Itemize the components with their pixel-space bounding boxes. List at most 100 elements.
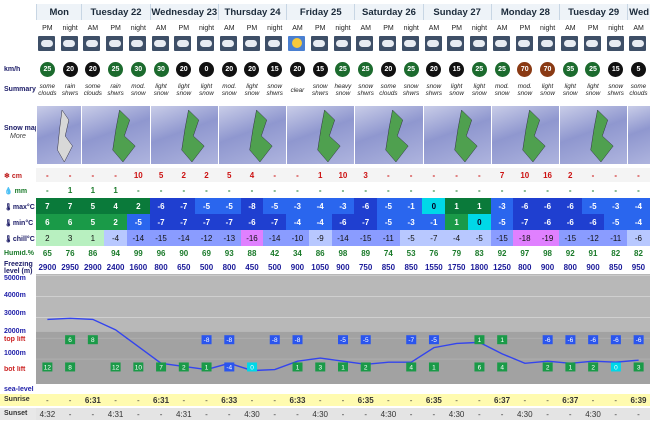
snow-cm-cell: - [286,168,309,182]
weather-icon [106,36,124,51]
chart-temp-box [633,362,644,372]
freezing-level-cell: 2900 [38,262,57,272]
snow-map-thumbnail[interactable] [217,106,287,164]
sunset-cell: 4:31 [172,408,196,420]
snow-cm-cell: - [581,168,605,182]
day-header: Sunday 27 [422,4,491,20]
slot-label: PM [519,24,531,32]
chill-row: 2 3 1 -4 -14 -15 -14 -12 -13 -16 -14 -10 -9 -14 -15 -11… [36,230,650,246]
slot-label: night [62,24,78,32]
wind-cell: 30 [127,60,150,78]
snowmap-label: Snow map [4,125,36,132]
chill-label: 🌡chill°C [0,235,36,243]
snow-cm-cell: 2 [558,168,582,182]
summary-cell: snow shwrs [263,80,286,100]
summary-word: some [630,83,647,90]
wind-arrow-icon: 25 [403,61,419,77]
snow-cm-row: - - - -10 5 2 2 5 4- -1 10 3- - - - -7 10 16 2- - - [36,168,650,182]
chill-cell: -18 [513,230,537,246]
weather-icon [128,36,146,51]
snow-map-thumbnail[interactable] [627,106,650,164]
freezing-level-cell: 1050 [311,262,330,272]
weather-icon [470,36,488,51]
freezing-level-cell: 450 [245,262,259,272]
slot-label: PM [587,24,599,32]
rain-mm-cell: - [250,185,254,195]
sunset-cell: - [195,408,218,420]
summary-word: rain [64,83,76,90]
sunrise-cell: - [263,394,287,406]
summary-cell: rain shwrs [59,80,82,100]
min-temp-cell: -4 [286,214,309,230]
summary-word: snow [403,83,419,90]
chill-cell: -14 [263,230,287,246]
snow-map-thumbnail[interactable] [490,106,559,164]
wind-label: km/h [4,66,21,73]
wind-arrow-icon: 25 [585,61,601,77]
chart-temp-label: -8 [295,337,301,344]
wind-cell: 20 [377,60,400,78]
chart-temp-label: 10 [135,364,143,371]
summary-cell: some clouds [81,80,104,100]
rain-mm-cell: - [159,185,163,195]
rain-mm-text: mm [14,188,28,195]
weather-icon [197,36,215,51]
snow-map-thumbnail[interactable] [81,106,150,164]
humidity-cell: 92 [497,248,507,258]
chart-temp-box [201,362,212,372]
humidity-cell: 99 [133,248,143,258]
wind-arrow-icon: 5 [630,61,646,77]
min-temp-cell: -5 [377,214,400,230]
summary-cell: light snow [536,80,559,100]
rain-mm-cell: - [546,185,549,195]
chart-temp-box [633,335,644,345]
summary-cell: some clouds [36,80,59,100]
snow-map-thumbnail[interactable] [149,106,218,164]
snow-cm-cell: 5 [217,168,241,182]
summary-cell: light snow [559,80,582,100]
rain-mm-cell: 1 [90,185,96,195]
max-temp-cell: -5 [263,198,287,214]
freezing-level-cell: 1550 [424,262,443,272]
sunrise-cell: - [581,394,605,406]
snow-cm-cell: 2 [172,168,196,182]
min-temp-cell: -1 [422,214,446,230]
sunrise-cell: 6:33 [286,394,309,406]
chart-temp-label: 0 [614,364,618,371]
rain-mm-cell: - [341,185,345,195]
humidity-cell: 92 [565,248,575,258]
snow-map-thumbnail[interactable] [36,106,82,164]
snow-map-thumbnail[interactable] [286,106,355,164]
snow-map-thumbnail[interactable] [422,106,491,164]
chill-cell: -16 [240,230,264,246]
chart-temp-box [201,335,212,345]
summary-word: snow [517,90,533,97]
chart-temp-label: -5 [340,337,346,344]
freezing-level-chart: 6 8 -8 -8 -8 -8 -5 -5 -7 -5 1 1 -6 -6 -6 -6 -6 12 8 12 10 7 2 1… [36,274,650,384]
sunset-label: Sunset [0,408,36,420]
snow-map-thumbnail[interactable] [354,106,423,164]
summary-cell: some clouds [627,80,650,100]
sunset-cell: - [263,408,287,420]
chart-temp-label: 12 [44,364,52,371]
day-header: Mon [36,4,82,20]
freezing-level-cell: 500 [199,262,214,272]
chart-temp-label: 2 [546,364,550,371]
snowmap-more-link[interactable]: More [10,133,26,140]
humidity-cell: 98 [543,248,552,258]
summary-word: snow [335,90,351,97]
sunrise-cell: - [513,394,537,406]
summary-word: clear [290,86,305,94]
weather-icon [401,36,419,51]
sunset-cell: 4:30 [513,408,537,420]
chart-temp-box [428,362,439,372]
wind-cell: 70 [513,60,536,78]
summary-word: some [85,83,101,90]
rain-mm-cell: - [136,185,140,195]
min-temp-cell: -6 [331,214,355,230]
summary-word: light [473,83,486,90]
snow-map-thumbnail[interactable] [559,106,628,164]
chill-cell: -5 [399,230,423,246]
summary-cell: snow shwrs [354,80,377,100]
humidity-cell: 90 [179,248,189,258]
